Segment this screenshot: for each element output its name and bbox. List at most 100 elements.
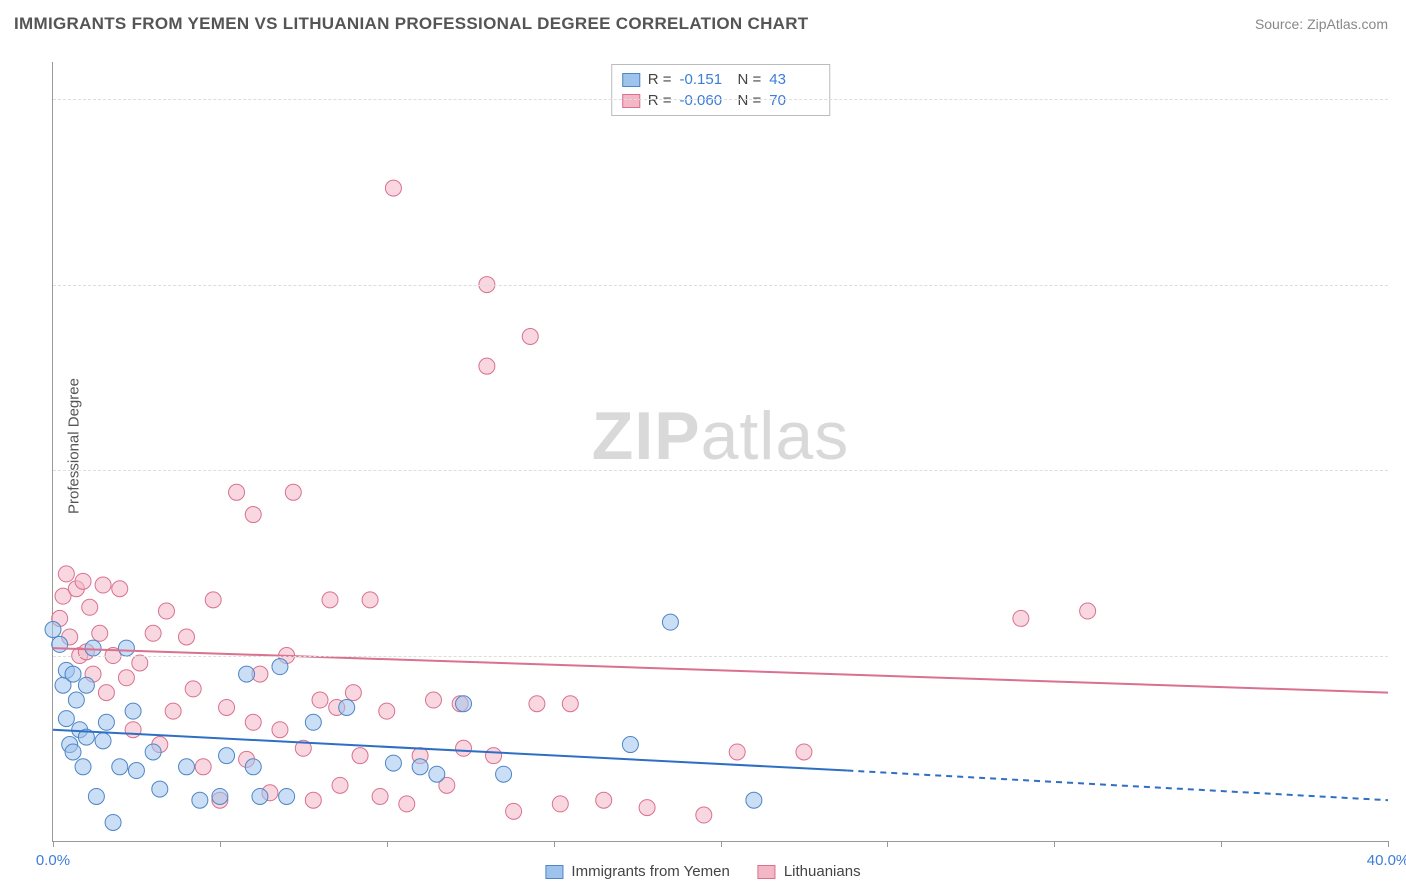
scatter-point xyxy=(456,696,472,712)
r-value: -0.060 xyxy=(680,92,730,109)
legend-item: Lithuanians xyxy=(758,863,861,880)
scatter-point xyxy=(125,722,141,738)
y-tick-label: 10.0% xyxy=(1393,462,1406,479)
scatter-point xyxy=(65,744,81,760)
legend-label: Immigrants from Yemen xyxy=(571,863,729,880)
scatter-point xyxy=(195,759,211,775)
scatter-point xyxy=(128,763,144,779)
scatter-point xyxy=(425,692,441,708)
scatter-point xyxy=(58,566,74,582)
scatter-point xyxy=(345,685,361,701)
scatter-point xyxy=(479,358,495,374)
scatter-point xyxy=(75,573,91,589)
x-tick xyxy=(220,841,221,847)
x-tick xyxy=(1054,841,1055,847)
scatter-point xyxy=(279,788,295,804)
scatter-point xyxy=(118,670,134,686)
y-tick-label: 5.0% xyxy=(1393,647,1406,664)
scatter-point xyxy=(52,636,68,652)
chart-header: IMMIGRANTS FROM YEMEN VS LITHUANIAN PROF… xyxy=(0,0,1406,44)
scatter-point xyxy=(65,666,81,682)
scatter-point xyxy=(429,766,445,782)
legend-swatch xyxy=(545,865,563,879)
scatter-point xyxy=(185,681,201,697)
scatter-point xyxy=(252,788,268,804)
scatter-point xyxy=(332,777,348,793)
scatter-point xyxy=(112,581,128,597)
stats-row: R = -0.151 N = 43 xyxy=(622,69,820,90)
scatter-point xyxy=(305,792,321,808)
scatter-point xyxy=(229,484,245,500)
r-value: -0.151 xyxy=(680,71,730,88)
scatter-point xyxy=(399,796,415,812)
scatter-point xyxy=(82,599,98,615)
scatter-point xyxy=(219,699,235,715)
scatter-point xyxy=(165,703,181,719)
chart-title: IMMIGRANTS FROM YEMEN VS LITHUANIAN PROF… xyxy=(14,14,808,34)
scatter-point xyxy=(192,792,208,808)
chart-source: Source: ZipAtlas.com xyxy=(1255,16,1388,32)
scatter-point xyxy=(385,180,401,196)
scatter-point xyxy=(152,781,168,797)
x-tick xyxy=(1221,841,1222,847)
legend-swatch xyxy=(622,94,640,108)
scatter-point xyxy=(522,329,538,345)
scatter-point xyxy=(529,696,545,712)
scatter-point xyxy=(372,788,388,804)
scatter-point xyxy=(158,603,174,619)
scatter-point xyxy=(285,484,301,500)
chart-plot-area: ZIPatlas R =-0.151N =43R =-0.060N =70 5.… xyxy=(52,62,1388,842)
grid-line xyxy=(53,285,1388,286)
scatter-point xyxy=(179,629,195,645)
scatter-point xyxy=(729,744,745,760)
scatter-point xyxy=(662,614,678,630)
scatter-point xyxy=(456,740,472,756)
scatter-point xyxy=(312,692,328,708)
n-label: N = xyxy=(738,71,762,88)
scatter-point xyxy=(145,625,161,641)
x-tick-label: 40.0% xyxy=(1367,852,1406,869)
scatter-point xyxy=(412,759,428,775)
scatter-point xyxy=(486,748,502,764)
scatter-point xyxy=(696,807,712,823)
scatter-point xyxy=(98,714,114,730)
n-value: 43 xyxy=(769,71,819,88)
x-tick xyxy=(53,841,54,847)
n-value: 70 xyxy=(769,92,819,109)
scatter-point xyxy=(179,759,195,775)
scatter-point xyxy=(272,659,288,675)
r-label: R = xyxy=(648,71,672,88)
y-tick-label: 20.0% xyxy=(1393,91,1406,108)
scatter-point xyxy=(1080,603,1096,619)
bottom-legend: Immigrants from Yemen Lithuanians xyxy=(545,863,860,880)
scatter-svg xyxy=(53,62,1388,841)
scatter-point xyxy=(379,703,395,719)
grid-line xyxy=(53,470,1388,471)
scatter-point xyxy=(105,814,121,830)
scatter-point xyxy=(112,759,128,775)
trend-line-dashed xyxy=(847,771,1388,801)
scatter-point xyxy=(205,592,221,608)
scatter-point xyxy=(596,792,612,808)
x-tick-label: 0.0% xyxy=(36,852,70,869)
trend-line xyxy=(53,730,847,771)
scatter-point xyxy=(622,737,638,753)
scatter-point xyxy=(245,507,261,523)
scatter-point xyxy=(68,692,84,708)
scatter-point xyxy=(496,766,512,782)
scatter-point xyxy=(245,759,261,775)
scatter-point xyxy=(339,699,355,715)
legend-label: Lithuanians xyxy=(784,863,861,880)
n-label: N = xyxy=(738,92,762,109)
scatter-point xyxy=(98,685,114,701)
scatter-point xyxy=(272,722,288,738)
scatter-point xyxy=(85,640,101,656)
scatter-point xyxy=(145,744,161,760)
legend-swatch xyxy=(622,73,640,87)
scatter-point xyxy=(506,803,522,819)
scatter-point xyxy=(95,577,111,593)
scatter-point xyxy=(245,714,261,730)
scatter-point xyxy=(132,655,148,671)
scatter-point xyxy=(1013,610,1029,626)
x-tick xyxy=(387,841,388,847)
